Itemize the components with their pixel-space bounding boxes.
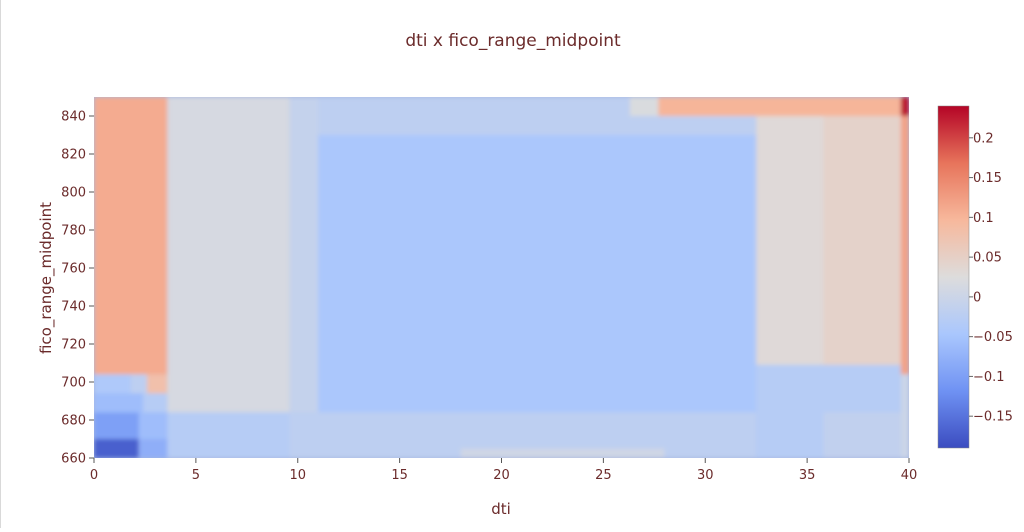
y-tick-label: 700 [61, 376, 86, 391]
colorbar-tick-label: −0.15 [973, 410, 1013, 425]
heatmap-cell [900, 374, 909, 458]
colorbar-tick-label: −0.05 [973, 330, 1013, 345]
x-tick-label: 40 [901, 468, 918, 483]
x-tick-label: 30 [697, 468, 714, 483]
heatmap-cell [460, 448, 665, 458]
y-tick-label: 840 [61, 110, 86, 125]
heatmap-cell [823, 116, 901, 365]
heatmap-cell [318, 135, 757, 413]
y-axis-label: fico_range_midpoint [37, 202, 56, 354]
y-tick-label: 680 [61, 414, 86, 429]
heatmap-cell [94, 439, 139, 458]
chart-title: dti x fico_range_midpoint [405, 31, 621, 51]
x-tick-label: 35 [799, 468, 816, 483]
heatmap-cell [658, 97, 901, 116]
heatmap-cell [823, 412, 901, 458]
colorbar: 0.2 0.15 0.1 0.05 0 −0.05 −0.1 −0.15 [937, 105, 1013, 449]
heatmap-cell [94, 393, 143, 413]
x-axis: 0 5 10 15 20 25 30 35 40 [90, 458, 917, 483]
heatmap-cell [167, 97, 290, 413]
y-tick-label: 800 [61, 186, 86, 201]
heatmap-cell [900, 116, 909, 375]
colorbar-tick-label: 0.05 [973, 251, 1002, 266]
y-tick-label: 660 [61, 452, 86, 467]
x-tick-label: 20 [493, 468, 510, 483]
heatmap-cell [900, 97, 909, 116]
colorbar-tick-label: 0 [973, 290, 981, 305]
y-tick-label: 720 [61, 338, 86, 353]
heatmap-cell [146, 374, 168, 394]
y-tick-label: 820 [61, 148, 86, 163]
heatmap-cell [94, 97, 168, 375]
plot-area [94, 97, 909, 458]
x-tick-label: 10 [289, 468, 306, 483]
x-axis-label: dti [491, 500, 511, 518]
x-tick-label: 5 [192, 468, 200, 483]
y-axis: 660 680 700 720 740 760 780 800 820 840 [61, 110, 94, 467]
x-tick-label: 15 [391, 468, 408, 483]
colorbar-gradient [937, 105, 970, 449]
heatmap-cell [130, 374, 147, 394]
colorbar-tick-label: −0.1 [973, 370, 1005, 385]
x-tick-label: 0 [90, 468, 98, 483]
x-tick-label: 25 [595, 468, 612, 483]
colorbar-tick-label: 0.1 [973, 211, 994, 226]
heatmap-cell [94, 374, 131, 394]
y-tick-label: 780 [61, 224, 86, 239]
colorbar-tick-label: 0.15 [973, 171, 1002, 186]
colorbar-tick-label: 0.2 [973, 131, 994, 146]
y-tick-label: 760 [61, 262, 86, 277]
heatmap-cell [94, 412, 139, 439]
y-tick-label: 740 [61, 300, 86, 315]
heatmap-cell [629, 97, 659, 116]
